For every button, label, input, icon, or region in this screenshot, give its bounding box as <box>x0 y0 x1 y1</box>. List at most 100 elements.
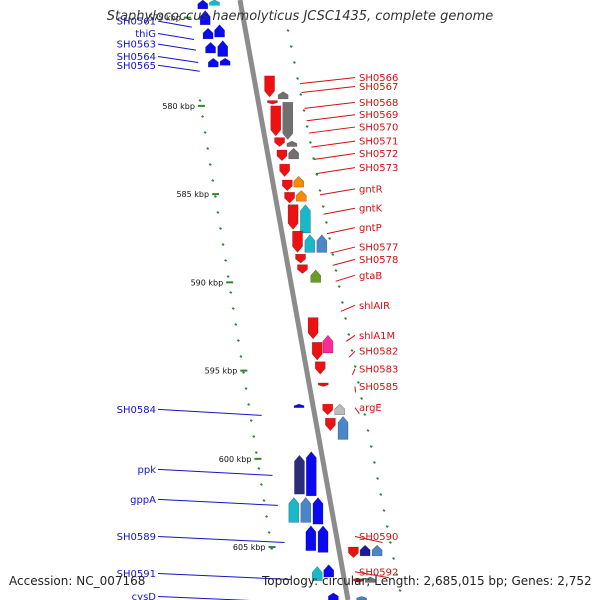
gene-label[interactable]: SH0584 <box>117 405 156 416</box>
gene-arrow-forward[interactable] <box>317 525 329 553</box>
gene-label[interactable]: gntP <box>359 223 382 234</box>
gene-arrow-reverse[interactable] <box>307 317 319 340</box>
gene-label[interactable]: SH0572 <box>359 149 398 160</box>
gene-arrow-forward[interactable] <box>371 544 383 557</box>
gene-label[interactable]: shlA1M <box>359 331 395 342</box>
gene-arrow-forward[interactable] <box>199 10 211 26</box>
track-dot <box>331 253 335 256</box>
gene-label[interactable]: SH0589 <box>117 532 156 543</box>
gene-arrow-forward[interactable] <box>365 576 376 583</box>
gene-arrow-forward[interactable] <box>209 0 220 6</box>
gene-arrow-reverse[interactable] <box>276 149 288 162</box>
gene-arrow-forward[interactable] <box>356 596 367 600</box>
track-dot <box>201 115 205 118</box>
gene-label[interactable]: SH0569 <box>359 110 398 121</box>
gene-arrow-forward[interactable] <box>304 234 316 253</box>
gene-arrow-reverse[interactable] <box>322 403 333 416</box>
gene-label[interactable]: SH0590 <box>359 532 398 543</box>
label-leader <box>346 334 356 342</box>
gene-arrow-reverse[interactable] <box>287 204 299 230</box>
gene-label[interactable]: SH0577 <box>359 243 398 254</box>
gene-arrow-reverse[interactable] <box>314 361 326 375</box>
label-leader <box>313 153 356 161</box>
gene-arrow-forward[interactable] <box>305 525 317 551</box>
gene-arrow-forward[interactable] <box>311 566 323 581</box>
gene-arrow-forward[interactable] <box>323 564 335 578</box>
gene-label[interactable]: ppk <box>138 465 157 476</box>
gene-label[interactable]: gppA <box>130 495 156 506</box>
track-dot <box>252 435 256 438</box>
gene-label[interactable]: gtaB <box>359 271 382 282</box>
gene-label[interactable]: gntK <box>359 204 383 215</box>
gene-arrow-reverse[interactable] <box>353 578 364 583</box>
track-dot <box>292 61 296 64</box>
gene-label[interactable]: SH0568 <box>359 98 398 109</box>
gene-arrow-reverse[interactable] <box>279 163 290 177</box>
gene-arrow-forward[interactable] <box>312 497 324 525</box>
gene-arrow-forward[interactable] <box>288 147 299 160</box>
gene-label[interactable]: SH0578 <box>359 255 398 266</box>
gene-arrow-forward[interactable] <box>322 334 334 354</box>
gene-label[interactable]: SH0571 <box>359 137 398 148</box>
gene-arrow-forward[interactable] <box>202 27 214 40</box>
label-leader <box>340 304 356 312</box>
gene-arrow-forward[interactable] <box>316 234 328 253</box>
gene-arrow-forward[interactable] <box>277 91 289 100</box>
gene-arrow-forward[interactable] <box>293 176 305 188</box>
gene-arrow-reverse[interactable] <box>267 100 278 105</box>
gene-arrow-forward[interactable] <box>310 269 322 283</box>
gene-label[interactable]: SH0563 <box>117 40 156 51</box>
gene-arrow-forward[interactable] <box>300 497 312 523</box>
gene-arrow-reverse[interactable] <box>270 105 282 137</box>
gene-label[interactable]: thiG <box>135 29 156 40</box>
topology-text: Topology: circular; Length: 2,685,015 bp… <box>262 574 592 588</box>
gene-arrow-forward[interactable] <box>293 403 305 408</box>
track-dot <box>321 205 325 208</box>
gene-arrow-forward[interactable] <box>328 592 339 600</box>
gene-arrow-forward[interactable] <box>205 41 216 54</box>
gene-arrow-forward[interactable] <box>214 24 225 38</box>
gene-label[interactable]: SH0561 <box>117 17 156 28</box>
gene-arrow-forward[interactable] <box>294 454 305 495</box>
gene-arrow-reverse[interactable] <box>311 342 323 361</box>
gene-arrow-forward[interactable] <box>288 497 300 523</box>
gene-label[interactable]: cysD <box>132 592 157 600</box>
gene-arrow-forward[interactable] <box>295 190 307 202</box>
track-dot <box>208 163 212 166</box>
gene-label[interactable]: SH0573 <box>359 163 398 174</box>
gene-label[interactable]: argE <box>359 403 382 414</box>
gene-arrow-forward[interactable] <box>286 140 298 147</box>
gene-arrow-forward[interactable] <box>219 57 231 66</box>
gene-label[interactable]: SH0592 <box>359 567 398 578</box>
gene-arrow-reverse[interactable] <box>292 230 303 253</box>
gene-arrow-forward[interactable] <box>305 451 317 497</box>
gene-arrow-forward[interactable] <box>300 204 311 234</box>
gene-arrow-reverse[interactable] <box>348 546 359 559</box>
gene-arrow-forward[interactable] <box>217 40 229 57</box>
gene-arrow-reverse[interactable] <box>317 382 329 387</box>
gene-arrow-forward[interactable] <box>334 403 345 416</box>
gene-label[interactable]: SH0566 <box>359 73 398 84</box>
gene-arrow-forward[interactable] <box>359 544 371 557</box>
gene-label[interactable]: SH0570 <box>359 123 398 134</box>
gene-arrow-forward[interactable] <box>337 416 349 440</box>
gene-arrow-reverse[interactable] <box>274 137 285 147</box>
gene-arrow-forward[interactable] <box>197 0 209 10</box>
gene-label[interactable]: SH0583 <box>359 364 398 375</box>
gene-arrow-reverse[interactable] <box>295 253 306 264</box>
gene-arrow-reverse[interactable] <box>282 179 293 192</box>
gene-arrow-forward[interactable] <box>207 57 219 68</box>
gene-label[interactable]: gntR <box>359 184 383 195</box>
gene-arrow-reverse[interactable] <box>284 192 295 204</box>
gene-label[interactable]: shlAIR <box>359 301 390 312</box>
gene-label[interactable]: SH0591 <box>117 569 156 580</box>
gene-label[interactable]: SH0565 <box>117 61 156 72</box>
gene-arrow-reverse[interactable] <box>325 417 336 432</box>
gene-arrow-reverse[interactable] <box>282 102 294 140</box>
gene-arrow-reverse[interactable] <box>297 264 308 274</box>
gene-label[interactable]: SH0564 <box>117 52 156 63</box>
gene-label[interactable]: SH0582 <box>359 347 398 358</box>
gene-label[interactable]: SH0585 <box>359 382 398 393</box>
gene-label[interactable]: SH0567 <box>359 82 398 93</box>
gene-arrow-reverse[interactable] <box>264 75 275 98</box>
